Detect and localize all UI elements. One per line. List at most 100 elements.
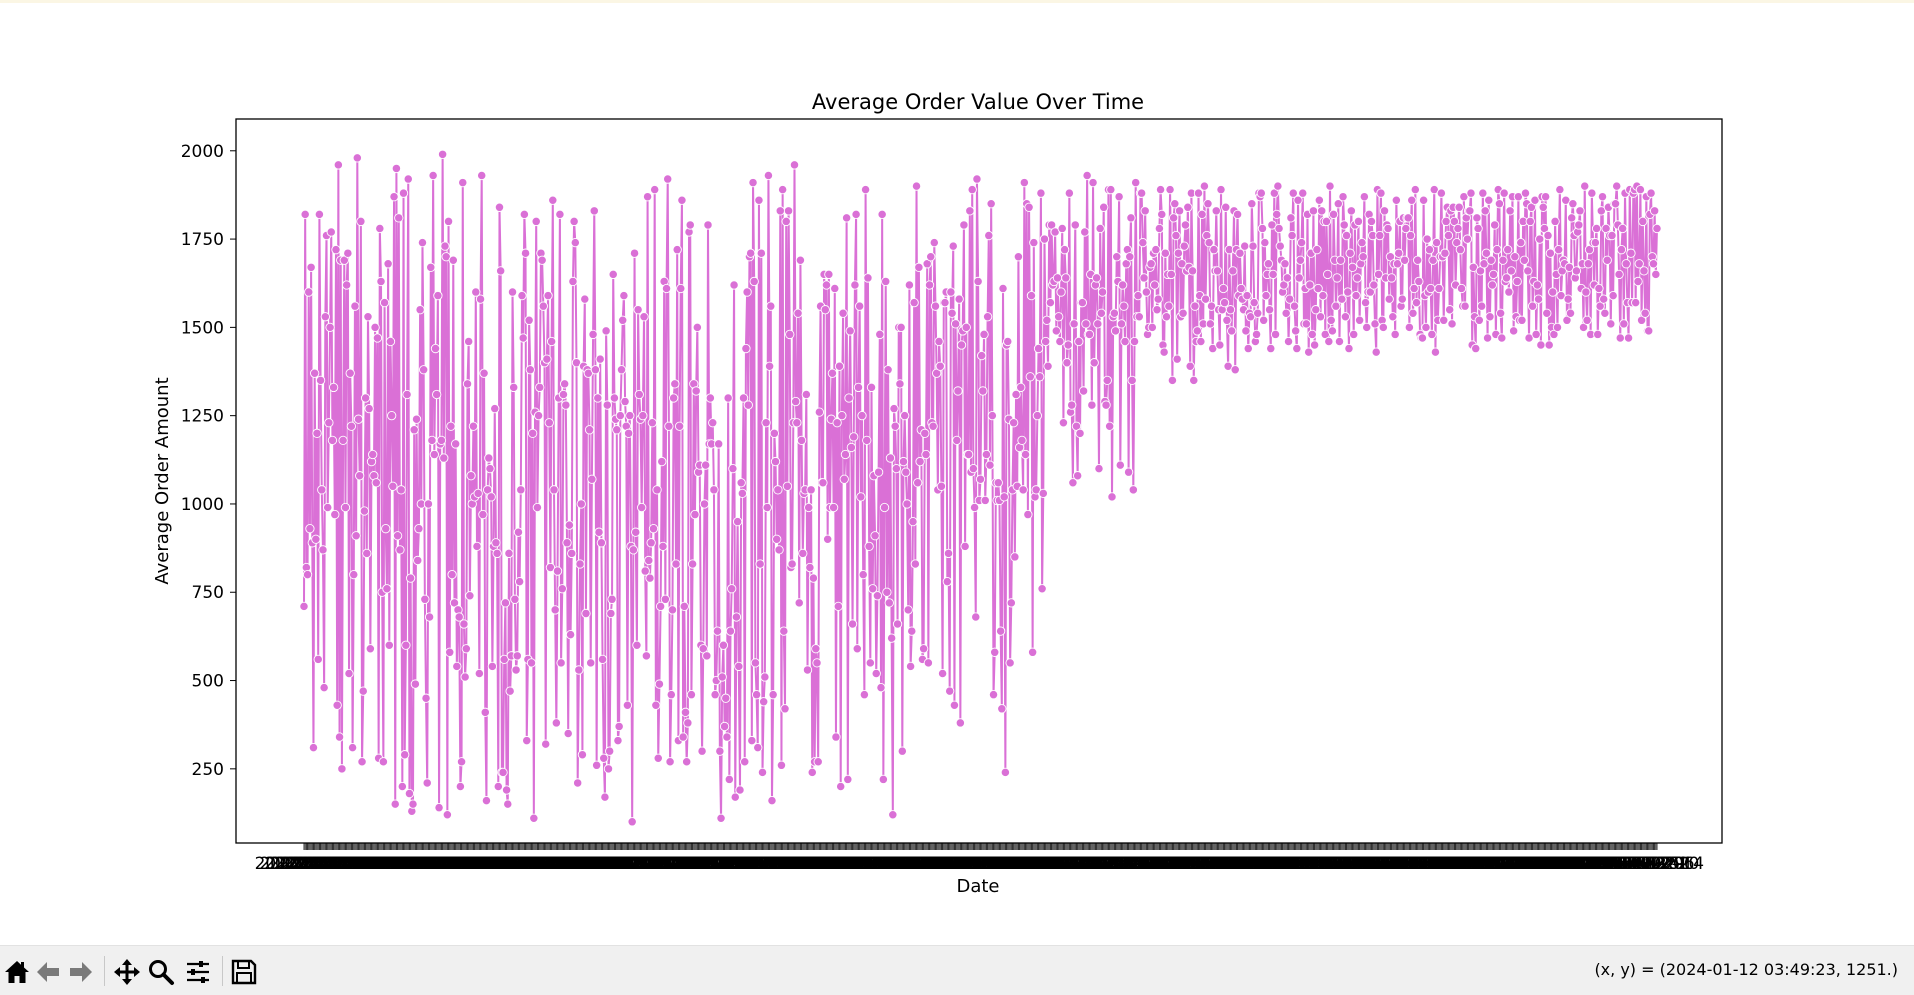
y-tick-label: 1250 (181, 407, 224, 427)
data-point (516, 485, 526, 495)
data-point (1317, 206, 1327, 216)
data-point (1600, 308, 1610, 318)
x-tick-label: 2022-04-27 (392, 854, 491, 874)
data-point (537, 255, 547, 265)
data-point (632, 640, 642, 650)
data-point (613, 735, 623, 746)
data-point (645, 573, 655, 583)
data-point (1506, 266, 1516, 276)
data-point (671, 559, 681, 569)
data-point (1519, 255, 1529, 265)
zoom-button[interactable] (144, 955, 178, 989)
x-tick-label: 2024-04-16 (1245, 854, 1344, 874)
data-point (328, 382, 339, 393)
data-point (847, 619, 858, 629)
x-tick-label: 2023-03-17 (776, 854, 875, 874)
x-tick-label: 2024-05-22 (1288, 854, 1387, 874)
x-tick-label: 2023-07-19 (923, 854, 1022, 874)
data-point (653, 753, 663, 763)
data-point (738, 393, 749, 403)
pan-button[interactable] (110, 955, 144, 989)
x-tick-label: 2024-11-26 (1510, 854, 1609, 874)
data-point (999, 492, 1009, 502)
data-point (730, 792, 740, 802)
data-point (1174, 206, 1185, 216)
data-point (723, 393, 733, 403)
data-point (934, 336, 944, 347)
data-point (753, 742, 763, 753)
data-point (491, 538, 501, 548)
data-point (405, 573, 416, 583)
data-point (507, 287, 518, 297)
data-point (1301, 319, 1311, 329)
data-point (389, 192, 399, 202)
home-button[interactable] (0, 955, 34, 989)
configure-subplots-button[interactable] (181, 955, 215, 989)
x-tick-label: 2022-10-20 (601, 854, 700, 874)
data-point (838, 308, 848, 318)
data-point (1565, 308, 1576, 318)
data-point (395, 545, 405, 555)
back-button[interactable] (31, 955, 65, 989)
data-point (1337, 294, 1347, 304)
data-point (921, 449, 931, 460)
configure-icon (187, 961, 209, 983)
data-point (1157, 209, 1167, 220)
save-button[interactable] (227, 955, 261, 989)
data-point (714, 439, 724, 449)
data-point (1091, 273, 1102, 283)
data-point (1567, 213, 1577, 223)
data-point (1059, 245, 1070, 255)
forward-button[interactable] (64, 955, 98, 989)
data-point (357, 757, 367, 767)
data-point (883, 365, 893, 375)
data-point (908, 516, 918, 527)
x-tick-label: 2024-10-29 (1477, 854, 1576, 874)
data-point (1032, 411, 1043, 421)
data-point (528, 428, 538, 438)
data-point (1219, 297, 1230, 308)
data-point (1000, 767, 1011, 778)
data-point (574, 665, 584, 675)
x-tick-label: 2022-01-21 (278, 854, 377, 874)
x-tick-label: 2022-11-05 (620, 854, 719, 874)
data-point (1293, 195, 1303, 205)
x-tick-label: 2024-03-03 (1193, 854, 1292, 874)
data-point (1466, 188, 1476, 198)
data-point (430, 343, 441, 354)
line-chart: Average Order Value Over Time 250 500 750 1… (152, 90, 1723, 897)
data-point (901, 467, 911, 477)
x-tick-label: 2023-07-03 (904, 854, 1003, 874)
data-point (960, 541, 970, 551)
data-point (1538, 202, 1548, 212)
data-point (703, 220, 713, 230)
data-point (577, 750, 588, 760)
data-point (317, 485, 327, 495)
data-point (353, 414, 364, 424)
data-point (1362, 322, 1372, 333)
data-point (1638, 216, 1648, 227)
data-point (1587, 188, 1597, 198)
data-point (834, 361, 845, 371)
data-point (1150, 280, 1160, 290)
x-tick-label: 2022-12-11 (662, 854, 761, 874)
back-icon (37, 962, 59, 982)
data-point (658, 541, 668, 551)
x-tick-label: 2024-04-28 (1259, 854, 1358, 874)
data-point (383, 259, 393, 269)
x-tick-label: 2024-08-02 (1373, 854, 1472, 874)
x-tick-label: 2022-02-06 (297, 854, 396, 874)
data-point (1478, 188, 1488, 198)
data-point (575, 559, 585, 569)
data-point (1366, 216, 1377, 227)
x-tick-label: 2025-02-06 (1596, 854, 1695, 874)
data-point (945, 686, 955, 696)
coordinate-readout: (x, y) = (2024-01-12 03:49:23, 1251.) (1594, 960, 1898, 979)
data-point (1349, 329, 1359, 340)
data-point (1422, 234, 1432, 244)
x-tick-label: 2022-03-06 (330, 854, 429, 874)
data-point (1408, 308, 1418, 318)
data-point (1005, 658, 1015, 668)
data-point (1075, 428, 1085, 438)
data-point (1454, 202, 1464, 212)
